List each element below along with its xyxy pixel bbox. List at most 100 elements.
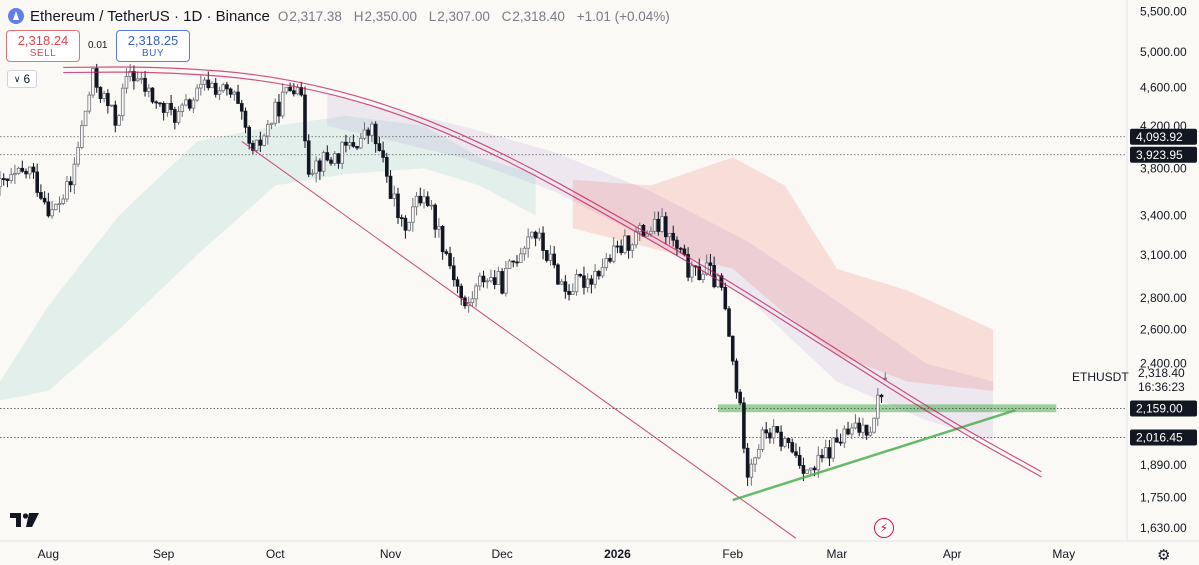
candle — [842, 425, 847, 448]
candle-body — [385, 157, 389, 177]
candle — [180, 102, 185, 118]
candle — [377, 136, 382, 152]
indicators-toggle[interactable]: ∨ 6 — [7, 70, 37, 88]
price-tick-label: 1,890.00 — [1140, 458, 1187, 472]
candle-body — [470, 298, 475, 303]
trendline-ascending-support[interactable] — [732, 409, 1016, 502]
candle-body — [266, 124, 270, 137]
candle-body — [716, 275, 720, 288]
candle-body — [812, 467, 817, 471]
candle-body — [794, 451, 798, 456]
candle-body — [608, 257, 612, 262]
price-tick-label: 3,400.00 — [1140, 209, 1187, 223]
candle — [392, 185, 397, 207]
close-value: 2,318.40 — [512, 8, 565, 24]
candle — [526, 228, 530, 258]
candle-body — [254, 139, 259, 151]
candle — [262, 133, 266, 147]
indicators-count: 6 — [23, 72, 31, 86]
candle — [853, 414, 858, 430]
candle — [597, 269, 601, 280]
candle-body — [437, 225, 441, 230]
candle — [515, 255, 519, 267]
candle-body — [868, 431, 873, 436]
candle-body — [604, 257, 609, 268]
candle-body — [24, 170, 28, 175]
candle-body — [842, 428, 847, 444]
candle — [671, 225, 676, 247]
buy-button[interactable]: 2,318.25 BUY — [116, 30, 190, 62]
candle-body — [422, 196, 426, 204]
candle — [191, 97, 196, 113]
lightning-icon[interactable]: ⚡ — [874, 518, 894, 538]
candle — [358, 133, 363, 149]
candle-body — [838, 441, 843, 444]
candle-body — [764, 429, 769, 434]
candle-body — [474, 285, 478, 300]
candle — [567, 284, 571, 301]
candle — [340, 141, 344, 169]
trendline-channel-lower[interactable] — [241, 140, 797, 539]
candle — [570, 283, 575, 295]
candle-body — [589, 278, 594, 285]
price-line-label: 2,016.45 — [1136, 430, 1183, 444]
candle-body — [861, 424, 865, 433]
candle — [347, 137, 352, 150]
candle-body — [827, 447, 832, 459]
candle — [541, 226, 545, 260]
candle-body — [132, 71, 136, 82]
candle-body — [563, 281, 568, 292]
resistance-arc[interactable] — [63, 66, 1042, 473]
candle-body — [180, 104, 185, 112]
symbol-title[interactable]: Ethereum / TetherUS · 1D · Binance — [30, 7, 270, 25]
sell-button[interactable]: 2,318.24 SELL — [6, 30, 80, 62]
candle — [489, 269, 493, 283]
candle-body — [329, 159, 333, 164]
candle-body — [236, 91, 240, 104]
candle-body — [325, 152, 330, 161]
candle — [626, 235, 631, 259]
candle — [258, 131, 263, 153]
candle — [154, 100, 159, 109]
candle — [470, 291, 475, 307]
last-price-label: 2,318.40 — [1138, 366, 1185, 380]
symbol-label: ETHUSDT — [1072, 370, 1129, 384]
candle-body — [556, 264, 560, 285]
candle-body — [518, 253, 523, 263]
candle-body — [771, 426, 776, 439]
candle-body — [68, 181, 73, 186]
candle-body — [210, 82, 214, 89]
candle-body — [496, 271, 501, 285]
candle-body — [515, 261, 519, 264]
candle-body — [117, 115, 121, 126]
candle-body — [303, 94, 307, 142]
candle-body — [20, 167, 25, 172]
candle — [336, 153, 341, 169]
candle — [753, 456, 757, 472]
candle-body — [582, 275, 586, 288]
ohlc-values: O2,317.38 H2,350.00 L2,307.00 C2,318.40 … — [278, 9, 670, 24]
candle-body — [165, 102, 170, 113]
candle — [727, 305, 731, 338]
candle — [411, 197, 415, 232]
resistance-arc[interactable] — [63, 71, 1042, 478]
candle — [362, 122, 367, 141]
candle-body — [433, 204, 437, 230]
candle — [656, 211, 661, 236]
candle — [608, 254, 612, 264]
candle-body — [645, 233, 649, 237]
candle — [522, 245, 527, 261]
candle-body — [723, 286, 728, 310]
candle — [485, 278, 490, 289]
gear-icon[interactable]: ⚙ — [1157, 547, 1171, 564]
candle — [723, 282, 728, 311]
candle-body — [366, 129, 371, 136]
candle-body — [57, 203, 62, 206]
candle — [518, 247, 523, 263]
candle-body — [857, 422, 861, 433]
price-axis[interactable] — [1127, 0, 1199, 565]
price-line-label: 3,923.95 — [1136, 148, 1183, 162]
candle-body — [262, 135, 266, 146]
candle — [667, 232, 672, 245]
